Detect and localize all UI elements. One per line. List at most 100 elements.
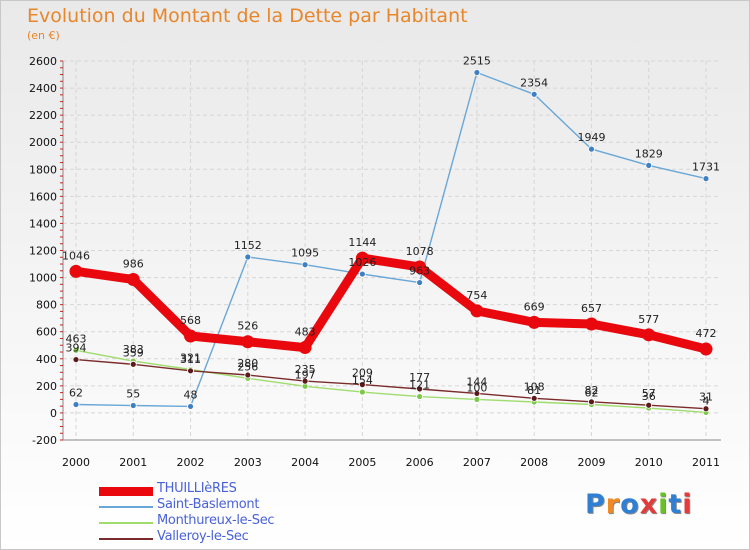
data-label: 100 [466, 381, 487, 394]
y-tick-label: -200 [32, 434, 57, 447]
legend-swatch [99, 506, 153, 508]
data-point [244, 253, 252, 261]
legend-item: Monthureux-le-Sec [99, 513, 339, 531]
series-line-0 [75, 253, 708, 354]
data-point [126, 272, 140, 286]
legend-swatch [99, 522, 153, 524]
data-label: 121 [409, 379, 430, 392]
data-point [530, 90, 538, 98]
data-label: 657 [581, 302, 602, 315]
data-label: 144 [466, 375, 487, 388]
data-label: 57 [642, 387, 656, 400]
data-point [416, 393, 424, 400]
data-point [129, 360, 137, 368]
y-tick-label: 0 [50, 407, 57, 420]
legend-item: Valleroy-le-Sec [99, 529, 339, 547]
data-point [72, 346, 80, 354]
data-point [473, 395, 481, 403]
x-tick-label: 2002 [177, 456, 205, 469]
legend-swatch [99, 538, 153, 540]
x-tick-label: 2004 [291, 456, 319, 469]
data-label: 235 [295, 363, 316, 376]
data-point [702, 175, 710, 183]
data-label: 81 [527, 384, 541, 397]
data-point [301, 377, 309, 385]
x-tick-label: 2006 [406, 456, 434, 469]
legend-label: Saint-Baslemont [157, 497, 260, 512]
data-label: 1731 [692, 161, 720, 174]
data-label: 359 [123, 346, 144, 359]
data-label: 36 [642, 390, 656, 403]
x-tick-label: 2010 [635, 456, 663, 469]
x-tick-label: 2011 [692, 456, 720, 469]
x-tick-label: 2000 [62, 456, 90, 469]
data-label: 154 [352, 374, 373, 387]
chart-unit: (en €) [27, 29, 60, 42]
logo-letter: o [620, 489, 640, 520]
data-label: 48 [184, 388, 198, 401]
axes: -200 0 200 400 600 800 1000 1200 1400 1600 1800 200… [29, 55, 721, 469]
y-tick-label: 1400 [29, 217, 57, 230]
data-label: 986 [123, 257, 144, 270]
legend-label: Valleroy-le-Sec [157, 529, 249, 544]
data-point [187, 403, 194, 410]
logo-letter: x [639, 489, 659, 520]
data-label: 1078 [406, 245, 434, 258]
y-tick-label: 600 [36, 326, 57, 339]
data-label: 463 [66, 332, 87, 345]
data-point [642, 328, 656, 342]
data-label: 177 [409, 371, 430, 384]
data-label: 526 [237, 320, 258, 333]
data-point [699, 342, 713, 356]
data-point [416, 279, 424, 286]
y-tick-label: 200 [36, 380, 57, 393]
data-label: 754 [466, 289, 487, 302]
data-label: 669 [524, 300, 545, 313]
legend: THUILLIèRES Saint-Baslemont Monthureux-le-… [99, 481, 339, 547]
data-label: 256 [237, 360, 258, 373]
x-tick-label: 2008 [520, 456, 548, 469]
logo-letter: i [682, 489, 693, 520]
data-point [244, 371, 252, 379]
logo-letter: P [585, 489, 606, 520]
series-lines [69, 69, 713, 416]
data-label: 1152 [234, 239, 262, 252]
data-point [72, 356, 80, 363]
data-point [413, 260, 427, 274]
data-point [187, 367, 194, 375]
data-point [358, 270, 366, 278]
series-line-2 [75, 349, 707, 414]
data-point [416, 385, 424, 393]
data-point [588, 398, 595, 406]
y-tick-label: 1000 [29, 272, 57, 285]
data-point [645, 401, 653, 409]
y-tick-label: 2600 [29, 55, 57, 68]
logo-letter: t [668, 489, 683, 520]
y-tick-label: 1800 [29, 163, 57, 176]
logo-letter: i [658, 489, 669, 520]
x-tick-label: 2003 [234, 456, 262, 469]
data-label: 4 [703, 394, 710, 407]
data-label: 472 [696, 327, 717, 340]
y-tick-label: 400 [36, 353, 57, 366]
data-label: 483 [295, 326, 316, 339]
data-labels: 62 55 481152109510269632515235419491829173… [62, 55, 720, 408]
x-tick-label: 2001 [119, 456, 147, 469]
data-label: 383 [123, 343, 144, 356]
data-label: 31 [699, 391, 713, 404]
data-point [298, 341, 312, 355]
data-label: 1829 [635, 147, 663, 160]
data-label: 62 [69, 387, 83, 400]
grid-lines [63, 60, 721, 441]
data-point [473, 69, 481, 76]
data-point [470, 304, 484, 318]
data-point [241, 335, 255, 349]
legend-item: THUILLIèRES [99, 481, 339, 499]
y-tick-label: 1600 [29, 190, 57, 203]
data-point [355, 251, 369, 265]
data-point [702, 405, 710, 413]
data-label: 1095 [291, 247, 319, 260]
data-point [184, 329, 198, 343]
